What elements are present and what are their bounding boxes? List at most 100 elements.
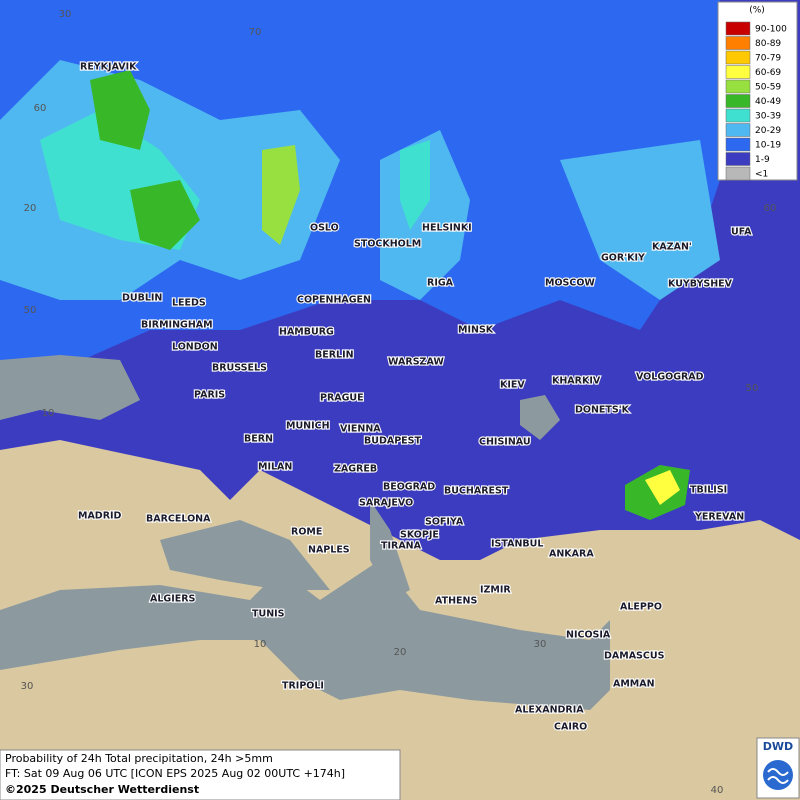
city-label: UFA: [731, 227, 752, 238]
city-label: LONDON: [172, 342, 218, 353]
city-label: RIGA: [427, 278, 454, 289]
city-label: BARCELONA: [146, 514, 211, 525]
legend-label: 90-100: [755, 25, 787, 35]
legend-swatch: [725, 123, 751, 137]
city-label: ISTANBUL: [491, 539, 543, 550]
city-label: WARSZAW: [388, 357, 444, 368]
city-label: BRUSSELS: [212, 363, 267, 374]
city-label: KAZAN': [652, 242, 692, 253]
city-label: DUBLIN: [122, 293, 162, 304]
graticule-label: 60: [764, 203, 777, 214]
city-label: BUDAPEST: [364, 436, 421, 447]
city-label: TRIPOLI: [282, 681, 324, 692]
city-label: HELSINKI: [422, 223, 472, 234]
city-label: ALEPPO: [620, 602, 662, 613]
sea: [0, 355, 140, 420]
city-label: MADRID: [78, 511, 122, 522]
sea: [0, 560, 610, 710]
city-label: GOR'KIY: [601, 253, 645, 264]
city-label: SARAJEVO: [359, 498, 413, 509]
legend-swatch: [725, 152, 751, 166]
city-label: OSLO: [310, 223, 339, 234]
city-label: SKOPJE: [400, 530, 439, 541]
legend-label: 80-89: [755, 39, 781, 49]
city-label: BERLIN: [315, 350, 354, 361]
city-label: BERN: [244, 434, 273, 445]
footer-copyright: ©2025 Deutscher Wetterdienst: [5, 783, 199, 796]
precip-40-49: [130, 180, 200, 250]
city-label: IZMIR: [480, 585, 511, 596]
city-label: DAMASCUS: [604, 651, 665, 662]
city-label: MOSCOW: [545, 278, 595, 289]
legend-swatch: [725, 79, 751, 94]
city-label: CAIRO: [554, 722, 587, 733]
city-label: BIRMINGHAM: [141, 320, 213, 331]
legend-swatch: [725, 137, 751, 152]
city-label: MUNICH: [286, 421, 330, 432]
footer-line: FT: Sat 09 Aug 06 UTC [ICON EPS 2025 Aug…: [5, 767, 345, 780]
city-label: KHARKIV: [552, 376, 601, 387]
city-label: CHISINAU: [479, 437, 531, 448]
graticule-label: 20: [394, 647, 407, 658]
city-label: ZAGREB: [334, 464, 377, 475]
city-label: ANKARA: [549, 549, 594, 560]
legend-label: 10-19: [755, 141, 781, 151]
logo-icon: [763, 760, 793, 790]
city-label: NAPLES: [308, 545, 350, 556]
graticule-label: 10: [42, 408, 55, 419]
city-label: MILAN: [258, 462, 292, 473]
sea: [160, 520, 330, 590]
graticule-label: 50: [746, 383, 759, 394]
logo-text: DWD: [763, 740, 793, 753]
graticule-label: 60: [34, 103, 47, 114]
city-label: PRAGUE: [320, 393, 364, 404]
city-label: ATHENS: [435, 596, 477, 607]
city-label: ALGIERS: [150, 594, 196, 605]
city-label: STOCKHOLM: [354, 239, 421, 250]
graticule-label: 30: [21, 681, 34, 692]
city-label: REYKJAVIK: [80, 62, 137, 73]
city-label: PARIS: [194, 390, 225, 401]
city-label: ROME: [291, 527, 322, 538]
city-label: KIEV: [500, 380, 525, 391]
legend-swatch: [725, 108, 751, 123]
city-label: AMMAN: [613, 679, 655, 690]
legend-swatch: [725, 36, 751, 50]
legend-swatch: [725, 65, 751, 79]
graticule-label: 30: [59, 9, 72, 20]
city-label: COPENHAGEN: [297, 295, 371, 306]
precip-40-49: [90, 70, 150, 150]
city-label: VIENNA: [340, 424, 381, 435]
legend-label: <1: [755, 170, 768, 180]
precip-60-69: [645, 470, 680, 505]
legend-label: 20-29: [755, 126, 781, 136]
city-label: TIRANA: [381, 541, 422, 552]
sea: [370, 500, 410, 600]
precip-30-39: [400, 140, 430, 230]
city-label: HAMBURG: [279, 327, 334, 338]
graticule-label: 50: [24, 305, 37, 316]
graticule-label: 20: [24, 203, 37, 214]
city-label: YEREVAN: [694, 512, 744, 523]
logo-waves: [767, 768, 789, 784]
city-label: VOLGOGRAD: [636, 372, 704, 383]
city-label: SOFIYA: [425, 517, 464, 528]
legend-label: 60-69: [755, 68, 781, 78]
city-label: DONETS'K: [575, 405, 630, 416]
graticule-label: 40: [711, 785, 724, 796]
graticule-label: 30: [534, 639, 547, 650]
legend-label: 1-9: [755, 155, 770, 165]
city-label: TUNIS: [252, 609, 285, 620]
city-label: ALEXANDRIA: [515, 705, 584, 716]
legend-title: (%): [749, 6, 765, 16]
city-label: BUCHAREST: [444, 486, 509, 497]
city-label: NICOSIA: [566, 630, 611, 641]
footer-line: Probability of 24h Total precipitation, …: [5, 752, 273, 765]
legend-label: 70-79: [755, 54, 781, 64]
legend-label: 50-59: [755, 83, 781, 93]
sea: [520, 395, 560, 440]
legend-swatch: [725, 166, 751, 181]
precip-50-59: [262, 145, 300, 245]
